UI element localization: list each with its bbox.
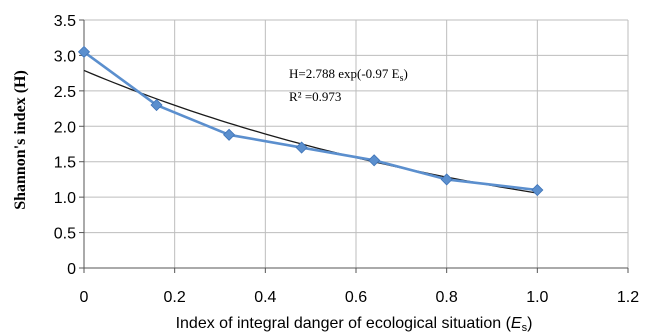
- grid: [84, 19, 629, 268]
- axes: [79, 19, 629, 273]
- y-tick-label: 1.0: [54, 190, 76, 207]
- data-point: [368, 154, 381, 167]
- x-tick-label: 1.2: [617, 289, 639, 306]
- data-point: [77, 45, 91, 58]
- equation-annotation: H=2.788 exp(-0.97 Es) R² =0.973: [289, 66, 408, 104]
- equation-label: H=2.788 exp(-0.97 Es): [289, 66, 408, 84]
- data-point: [223, 128, 236, 141]
- y-tick-label: 0.5: [54, 226, 76, 243]
- y-tick-label: 2.5: [54, 84, 76, 101]
- data-point: [150, 98, 163, 112]
- y-tick-label: 0: [67, 261, 76, 278]
- x-tick-label: 0: [80, 289, 89, 306]
- r-squared-label: R² =0.973: [289, 89, 341, 104]
- y-axis-label: Shannon's index (H): [12, 70, 29, 210]
- x-tick-label: 1.0: [526, 289, 548, 306]
- y-tick-label: 3.5: [54, 13, 76, 30]
- data-point: [440, 173, 453, 186]
- y-tick-label: 2.0: [54, 119, 76, 136]
- x-axis-label: Index of integral danger of ecological s…: [176, 315, 533, 334]
- y-tick-label: 3.0: [54, 48, 76, 65]
- series-group: [77, 45, 544, 197]
- x-tick-label: 0.4: [254, 289, 276, 306]
- x-tick-label: 0.8: [436, 289, 458, 306]
- y-tick-label: 1.5: [54, 155, 76, 172]
- y-tick-labels: 0 0.5 1.0 1.5 2.0 2.5 3.0 3.5: [54, 13, 76, 278]
- x-tick-label: 0.2: [164, 289, 186, 306]
- data-point: [295, 141, 308, 154]
- x-tick-label: 0.6: [345, 289, 367, 306]
- x-tick-labels: 0 0.2 0.4 0.6 0.8 1.0 1.2: [80, 289, 640, 306]
- data-point: [531, 183, 544, 197]
